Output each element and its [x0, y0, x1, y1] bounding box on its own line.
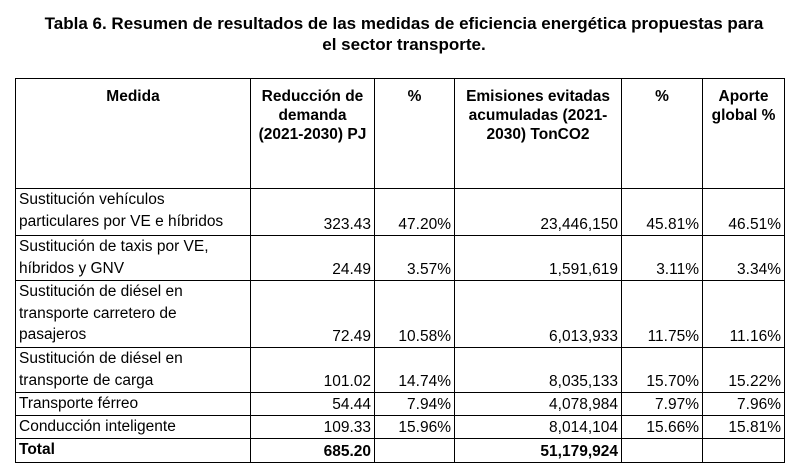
table-row: Conducción inteligente 109.33 15.96% 8,0…: [15, 415, 785, 439]
total-label: Total: [15, 438, 251, 463]
emissions-pct-cell: 7.97%: [621, 392, 703, 416]
table-row: Sustitución de diésel en transporte carr…: [15, 280, 785, 348]
global-contribution-cell: 15.81%: [702, 415, 785, 439]
demand-reduction-cell: 101.02: [250, 347, 375, 393]
total-demand-pct: [374, 438, 455, 463]
header-row: Medida Reducción de demanda (2021-2030) …: [15, 78, 785, 189]
emissions-cell: 8,014,104: [454, 415, 622, 439]
total-emissions: 51,179,924: [454, 438, 622, 463]
emissions-cell: 1,591,619: [454, 235, 622, 281]
demand-pct-cell: 15.96%: [374, 415, 455, 439]
emissions-cell: 6,013,933: [454, 280, 622, 348]
measure-cell: Sustitución vehículos particulares por V…: [15, 188, 251, 236]
emissions-cell: 8,035,133: [454, 347, 622, 393]
demand-pct-cell: 10.58%: [374, 280, 455, 348]
emissions-pct-cell: 15.70%: [621, 347, 703, 393]
measure-cell: Transporte férreo: [15, 392, 251, 416]
results-table: Medida Reducción de demanda (2021-2030) …: [15, 78, 785, 463]
header-emissions-pct: %: [621, 78, 703, 189]
demand-reduction-cell: 24.49: [250, 235, 375, 281]
global-contribution-cell: 46.51%: [702, 188, 785, 236]
caption-line-2: el sector transporte.: [322, 35, 486, 54]
measure-cell: Sustitución de diésel en transporte de c…: [15, 347, 251, 393]
emissions-cell: 4,078,984: [454, 392, 622, 416]
caption-line-1: Tabla 6. Resumen de resultados de las me…: [44, 14, 764, 33]
demand-reduction-cell: 54.44: [250, 392, 375, 416]
header-measure: Medida: [15, 78, 251, 189]
demand-reduction-cell: 109.33: [250, 415, 375, 439]
total-global-contribution: [702, 438, 785, 463]
table-row: Sustitución de diésel en transporte de c…: [15, 347, 785, 393]
table-row: Transporte férreo 54.44 7.94% 4,078,984 …: [15, 392, 785, 416]
header-demand-reduction: Reducción de demanda (2021-2030) PJ: [250, 78, 375, 189]
total-emissions-pct: [621, 438, 703, 463]
demand-reduction-cell: 323.43: [250, 188, 375, 236]
demand-pct-cell: 47.20%: [374, 188, 455, 236]
demand-pct-cell: 7.94%: [374, 392, 455, 416]
total-demand-reduction: 685.20: [250, 438, 375, 463]
table-caption: Tabla 6. Resumen de resultados de las me…: [8, 13, 800, 55]
measure-cell: Sustitución de diésel en transporte carr…: [15, 280, 251, 348]
table-row: Sustitución de taxis por VE, híbridos y …: [15, 235, 785, 281]
global-contribution-cell: 15.22%: [702, 347, 785, 393]
measure-cell: Conducción inteligente: [15, 415, 251, 439]
demand-reduction-cell: 72.49: [250, 280, 375, 348]
measure-cell: Sustitución de taxis por VE, híbridos y …: [15, 235, 251, 281]
emissions-pct-cell: 45.81%: [621, 188, 703, 236]
header-global-contribution: Aporte global %: [702, 78, 785, 189]
emissions-pct-cell: 15.66%: [621, 415, 703, 439]
header-demand-pct: %: [374, 78, 455, 189]
global-contribution-cell: 11.16%: [702, 280, 785, 348]
global-contribution-cell: 7.96%: [702, 392, 785, 416]
demand-pct-cell: 3.57%: [374, 235, 455, 281]
emissions-cell: 23,446,150: [454, 188, 622, 236]
header-emissions: Emisiones evitadas acumuladas (2021-2030…: [454, 78, 622, 189]
demand-pct-cell: 14.74%: [374, 347, 455, 393]
table-row: Sustitución vehículos particulares por V…: [15, 188, 785, 236]
global-contribution-cell: 3.34%: [702, 235, 785, 281]
emissions-pct-cell: 3.11%: [621, 235, 703, 281]
emissions-pct-cell: 11.75%: [621, 280, 703, 348]
total-row: Total 685.20 51,179,924: [15, 438, 785, 463]
